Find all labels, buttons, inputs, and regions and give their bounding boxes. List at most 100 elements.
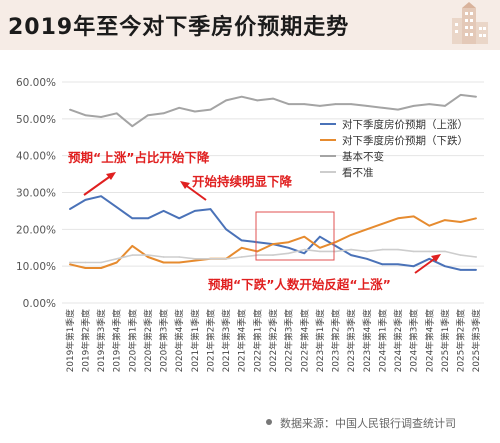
data-point [381, 248, 384, 251]
y-tick-label: 10.00% [16, 261, 56, 273]
data-point [240, 95, 243, 98]
data-point [381, 263, 384, 266]
data-point [194, 110, 196, 113]
data-point [287, 246, 290, 249]
data-point [147, 256, 149, 258]
x-tick-label: 2019年第1季度 [64, 309, 76, 372]
annotation-arrowhead-2 [180, 181, 190, 189]
annotation-arrowhead-3 [431, 254, 441, 262]
data-point [240, 239, 243, 242]
data-point [303, 252, 306, 255]
data-point [412, 105, 415, 107]
x-tick-label: 2019年第3季度 [95, 309, 107, 372]
data-point [84, 261, 87, 264]
data-point [444, 250, 446, 253]
data-point [84, 267, 87, 269]
data-point [147, 217, 149, 220]
data-point [287, 252, 290, 255]
data-point [475, 256, 477, 258]
data-point [225, 258, 227, 260]
data-point [459, 94, 462, 96]
annotation-text-3: 预期“下跌”人数开始反超“上涨” [208, 277, 391, 292]
data-point [459, 254, 462, 256]
data-point [287, 103, 290, 105]
data-point [115, 258, 118, 260]
y-tick-label: 30.00% [16, 188, 56, 200]
data-point [115, 261, 118, 264]
x-tick-label: 2020年第1季度 [126, 309, 138, 372]
data-point [256, 250, 259, 253]
data-point [365, 258, 368, 260]
y-tick-label: 60.00% [16, 77, 56, 89]
y-tick-label: 40.00% [16, 151, 56, 163]
data-point [225, 228, 227, 231]
data-point [100, 195, 102, 197]
data-point [412, 250, 415, 253]
data-point [303, 235, 306, 238]
data-point [272, 243, 274, 245]
data-point [365, 105, 368, 107]
data-point [475, 269, 477, 271]
data-point [428, 250, 431, 253]
x-tick-label: 2020年第3季度 [158, 309, 170, 372]
data-point [334, 241, 337, 244]
series-3 [69, 93, 477, 128]
data-point [412, 265, 415, 267]
data-point [178, 106, 181, 109]
data-point [100, 267, 102, 269]
data-point [194, 259, 196, 262]
x-tick-label: 2024年第4季度 [423, 309, 435, 372]
data-point [350, 254, 352, 256]
title-bar: 2019年至今对下季房价预期走势 [0, 0, 500, 50]
x-tick-label: 2022年第1季度 [251, 309, 263, 372]
data-point [209, 108, 212, 111]
data-point [147, 114, 149, 116]
data-point [84, 114, 87, 116]
data-point [256, 99, 259, 102]
x-tick-label: 2019年第4季度 [111, 309, 123, 372]
x-tick-label: 2024年第2季度 [392, 309, 404, 372]
data-point [147, 254, 149, 256]
x-tick-label: 2022年第2季度 [267, 309, 279, 372]
data-point [428, 258, 431, 260]
line-chart: 0.00% 10.00% 20.00% 30.00% 40.00% 50.00% 60.00… [16, 77, 484, 372]
x-tick-label: 2024年第1季度 [376, 309, 388, 372]
data-point [334, 103, 337, 105]
data-point [272, 97, 274, 100]
data-point [319, 105, 321, 107]
data-point [287, 241, 290, 244]
data-point [194, 210, 196, 212]
y-tick-label: 20.00% [16, 224, 56, 236]
data-point [131, 254, 134, 256]
data-point [381, 106, 384, 109]
data-point [240, 256, 243, 258]
data-point [162, 210, 165, 212]
data-point [459, 221, 462, 223]
annotation-text-2: 开始持续明显下降 [192, 174, 293, 189]
source-note: 数据来源：中国人民银行调查统计司 [280, 417, 456, 430]
data-point [303, 103, 306, 105]
x-tick-label: 2024年第3季度 [408, 309, 420, 372]
series-1 [69, 195, 477, 271]
data-point [365, 228, 368, 231]
data-point [69, 261, 71, 264]
data-point [334, 245, 337, 247]
data-point [428, 224, 431, 227]
data-point [319, 246, 321, 249]
data-point [334, 250, 337, 253]
series-4 [69, 248, 477, 264]
data-point [162, 261, 165, 264]
data-point [475, 217, 477, 220]
data-point [69, 263, 71, 266]
data-point [428, 103, 431, 105]
x-tick-label: 2021年第4季度 [236, 309, 248, 372]
x-tick-label: 2021年第3季度 [220, 309, 232, 372]
x-tick-label: 2021年第2季度 [204, 309, 216, 372]
data-point [131, 217, 134, 220]
data-point [225, 99, 227, 102]
data-point [444, 265, 446, 267]
data-point [256, 254, 259, 256]
x-tick-label: 2020年第2季度 [142, 309, 154, 372]
x-tick-label: 2023年第4季度 [361, 309, 373, 372]
annotation-arrow-2 [183, 183, 207, 201]
